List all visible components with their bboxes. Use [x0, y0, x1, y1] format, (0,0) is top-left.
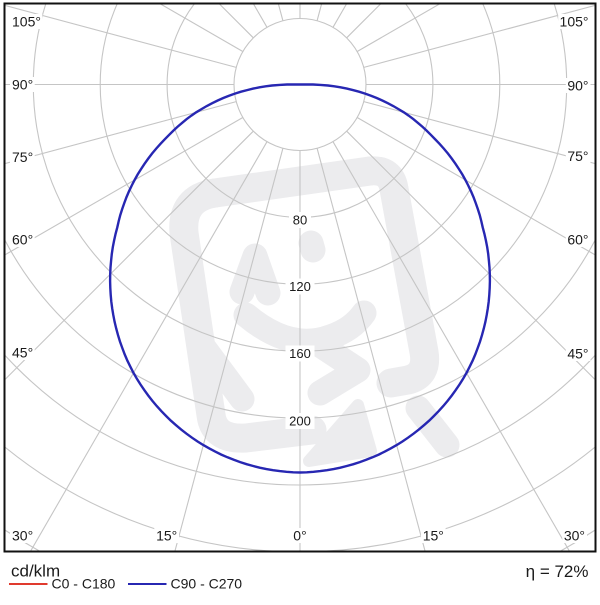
- svg-text:60°: 60°: [567, 231, 588, 247]
- svg-text:C90 - C270: C90 - C270: [171, 576, 243, 592]
- svg-text:C0 - C180: C0 - C180: [52, 576, 116, 592]
- svg-text:15°: 15°: [423, 527, 444, 543]
- svg-text:60°: 60°: [12, 231, 33, 247]
- svg-text:75°: 75°: [567, 148, 588, 164]
- svg-text:80: 80: [293, 213, 307, 228]
- svg-text:45°: 45°: [12, 344, 33, 360]
- svg-text:90°: 90°: [567, 77, 588, 93]
- svg-text:105°: 105°: [560, 13, 589, 29]
- svg-text:200: 200: [289, 414, 311, 429]
- svg-text:105°: 105°: [12, 13, 41, 29]
- svg-text:75°: 75°: [12, 149, 33, 165]
- svg-text:η = 72%: η = 72%: [526, 562, 589, 581]
- svg-text:120: 120: [289, 279, 311, 294]
- svg-text:cd/klm: cd/klm: [11, 562, 60, 581]
- svg-text:45°: 45°: [567, 345, 588, 361]
- svg-text:0°: 0°: [293, 527, 306, 543]
- svg-text:15°: 15°: [156, 527, 177, 543]
- svg-text:90°: 90°: [12, 76, 33, 92]
- svg-text:160: 160: [289, 346, 311, 361]
- svg-text:30°: 30°: [12, 527, 33, 543]
- svg-text:30°: 30°: [564, 527, 585, 543]
